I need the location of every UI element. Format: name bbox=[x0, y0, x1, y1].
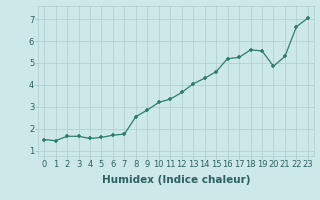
X-axis label: Humidex (Indice chaleur): Humidex (Indice chaleur) bbox=[102, 175, 250, 185]
